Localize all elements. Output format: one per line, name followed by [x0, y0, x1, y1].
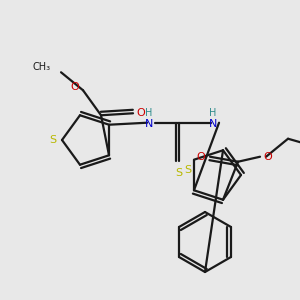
Text: N: N — [209, 119, 217, 129]
Text: S: S — [50, 135, 57, 145]
Text: O: O — [197, 152, 206, 162]
Text: S: S — [176, 168, 183, 178]
Text: O: O — [71, 82, 80, 92]
Text: S: S — [184, 165, 191, 175]
Text: H: H — [145, 108, 153, 118]
Text: CH₃: CH₃ — [33, 62, 51, 72]
Text: O: O — [264, 152, 272, 162]
Text: O: O — [137, 108, 146, 118]
Text: N: N — [145, 119, 153, 129]
Text: H: H — [209, 108, 217, 118]
